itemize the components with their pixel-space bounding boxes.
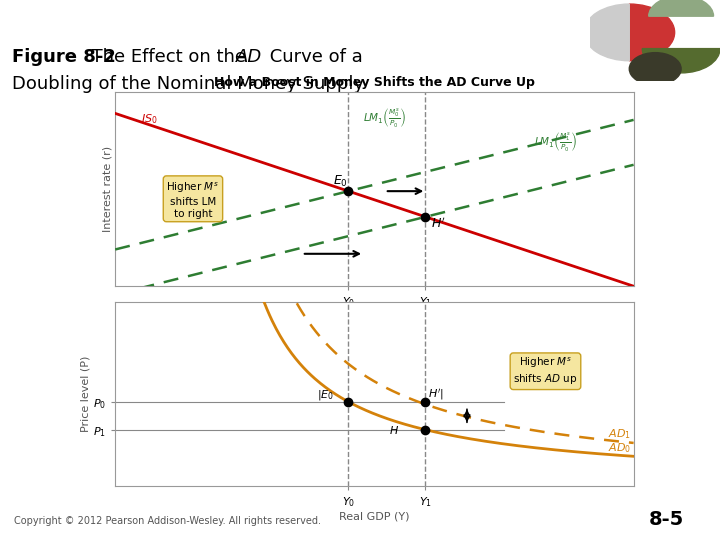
Text: $LM_1\left(\frac{M^s_1}{P_0}\right)$: $LM_1\left(\frac{M^s_1}{P_0}\right)$ [534,130,577,153]
Text: $E_0$: $E_0$ [333,174,348,189]
Text: $AD_0$: $AD_0$ [608,441,631,455]
Text: $H'$: $H'$ [431,216,445,231]
Wedge shape [629,4,675,60]
Text: Copyright © 2012 Pearson Addison-Wesley. All rights reserved.: Copyright © 2012 Pearson Addison-Wesley.… [14,516,321,526]
Text: $IS_0$: $IS_0$ [141,112,158,126]
Wedge shape [629,52,681,85]
Wedge shape [642,49,720,73]
Text: Higher $M^s$
shifts $AD$ up: Higher $M^s$ shifts $AD$ up [513,356,577,387]
Text: Figure 8-2: Figure 8-2 [12,48,116,66]
Text: $H$: $H$ [390,424,400,436]
Text: AD: AD [236,48,262,66]
Text: The Effect on the: The Effect on the [80,48,251,66]
X-axis label: Real GDP (Y): Real GDP (Y) [339,312,410,322]
Text: $LM_1\left(\frac{M^s_0}{P_0}\right)$: $LM_1\left(\frac{M^s_0}{P_0}\right)$ [363,106,406,130]
Text: Higher $M^s$
shifts LM
to right: Higher $M^s$ shifts LM to right [166,181,220,219]
Title: How a Boost in Money Shifts the AD Curve Up: How a Boost in Money Shifts the AD Curve… [214,76,535,89]
Text: $H'|$: $H'|$ [428,387,444,402]
Wedge shape [649,0,714,16]
Wedge shape [584,4,629,60]
Y-axis label: Price level (P): Price level (P) [81,356,90,433]
Y-axis label: Interest rate (r): Interest rate (r) [102,146,112,232]
Text: $AD_1$: $AD_1$ [608,427,631,441]
X-axis label: Real GDP (Y): Real GDP (Y) [339,511,410,522]
Text: $|E_0$: $|E_0$ [318,388,335,402]
Text: 8-5: 8-5 [649,510,683,529]
Text: Curve of a: Curve of a [264,48,363,66]
Text: Doubling of the Nominal Money Supply: Doubling of the Nominal Money Supply [12,75,364,93]
